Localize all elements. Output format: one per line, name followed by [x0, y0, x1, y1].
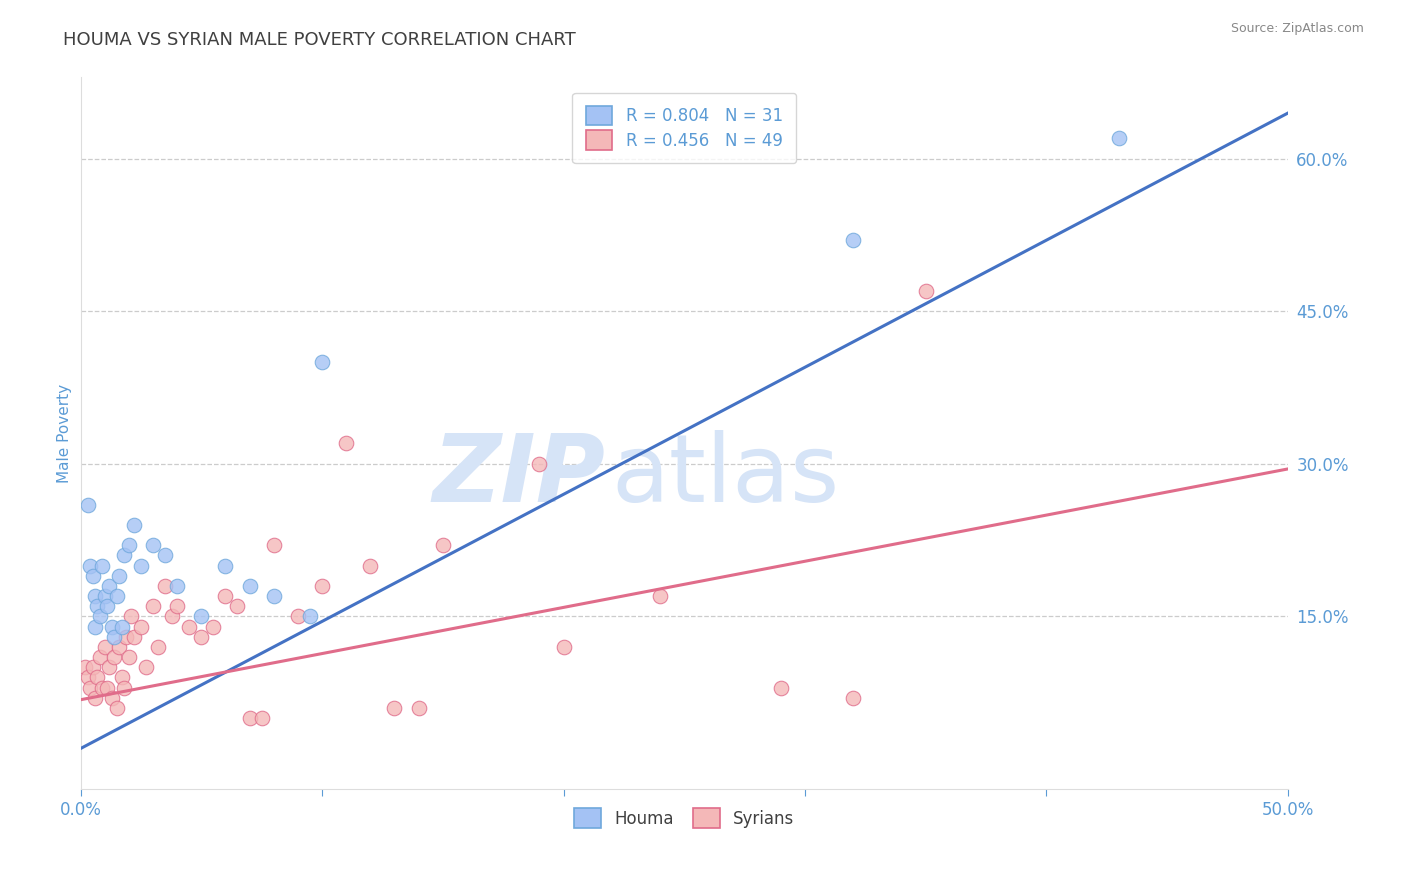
Point [153, 579, 176, 593]
Point [108, 640, 131, 654]
Point [103, 630, 125, 644]
Point [118, 538, 141, 552]
Point [842, 233, 865, 247]
Point [112, 549, 135, 563]
Point [432, 538, 454, 552]
Legend: Houma, Syrians: Houma, Syrians [567, 802, 801, 834]
Point [115, 630, 138, 644]
Point [82, 568, 104, 582]
Point [162, 609, 184, 624]
Point [122, 517, 145, 532]
Point [93, 589, 115, 603]
Point [166, 599, 188, 614]
Point [263, 589, 285, 603]
Point [553, 640, 575, 654]
Point [287, 609, 309, 624]
Point [1108, 131, 1130, 145]
Point [75, 660, 97, 674]
Point [118, 650, 141, 665]
Point [84, 619, 107, 633]
Point [153, 549, 176, 563]
Point [76, 498, 98, 512]
Point [408, 701, 430, 715]
Point [529, 457, 551, 471]
Point [648, 589, 671, 603]
Point [214, 589, 236, 603]
Point [142, 538, 165, 552]
Point [142, 599, 165, 614]
Point [179, 619, 201, 633]
Point [84, 690, 107, 705]
Point [110, 670, 132, 684]
Point [98, 660, 121, 674]
Point [202, 619, 225, 633]
Point [298, 609, 321, 624]
Point [96, 599, 118, 614]
Point [93, 640, 115, 654]
Point [101, 690, 124, 705]
Point [190, 630, 212, 644]
Point [263, 538, 285, 552]
Point [146, 640, 169, 654]
Point [105, 589, 128, 603]
Point [76, 670, 98, 684]
Point [120, 609, 142, 624]
Point [122, 630, 145, 644]
Point [84, 589, 107, 603]
Point [103, 650, 125, 665]
Point [129, 619, 152, 633]
Point [82, 660, 104, 674]
Point [96, 681, 118, 695]
Point [238, 579, 260, 593]
Point [79, 558, 101, 573]
Text: Source: ZipAtlas.com: Source: ZipAtlas.com [1230, 22, 1364, 36]
Point [91, 558, 114, 573]
Point [135, 660, 157, 674]
Point [190, 609, 212, 624]
Point [842, 690, 865, 705]
Point [250, 711, 273, 725]
Point [86, 599, 108, 614]
Text: ZIP: ZIP [433, 430, 606, 522]
Point [89, 650, 111, 665]
Point [101, 619, 124, 633]
Point [110, 619, 132, 633]
Point [105, 701, 128, 715]
Point [359, 558, 381, 573]
Point [112, 681, 135, 695]
Y-axis label: Male Poverty: Male Poverty [58, 384, 72, 483]
Point [98, 579, 121, 593]
Text: atlas: atlas [612, 430, 839, 522]
Point [238, 711, 260, 725]
Point [311, 355, 333, 369]
Point [91, 681, 114, 695]
Point [914, 284, 936, 298]
Point [129, 558, 152, 573]
Point [226, 599, 249, 614]
Point [86, 670, 108, 684]
Point [384, 701, 406, 715]
Point [108, 568, 131, 582]
Point [311, 579, 333, 593]
Point [166, 579, 188, 593]
Point [89, 609, 111, 624]
Point [79, 681, 101, 695]
Point [335, 436, 357, 450]
Point [769, 681, 792, 695]
Point [214, 558, 236, 573]
Text: HOUMA VS SYRIAN MALE POVERTY CORRELATION CHART: HOUMA VS SYRIAN MALE POVERTY CORRELATION… [63, 31, 576, 49]
